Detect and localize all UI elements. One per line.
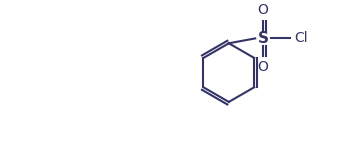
Text: O: O [258,60,268,74]
Text: S: S [257,31,268,46]
Text: O: O [258,3,268,17]
Text: Cl: Cl [294,31,308,45]
